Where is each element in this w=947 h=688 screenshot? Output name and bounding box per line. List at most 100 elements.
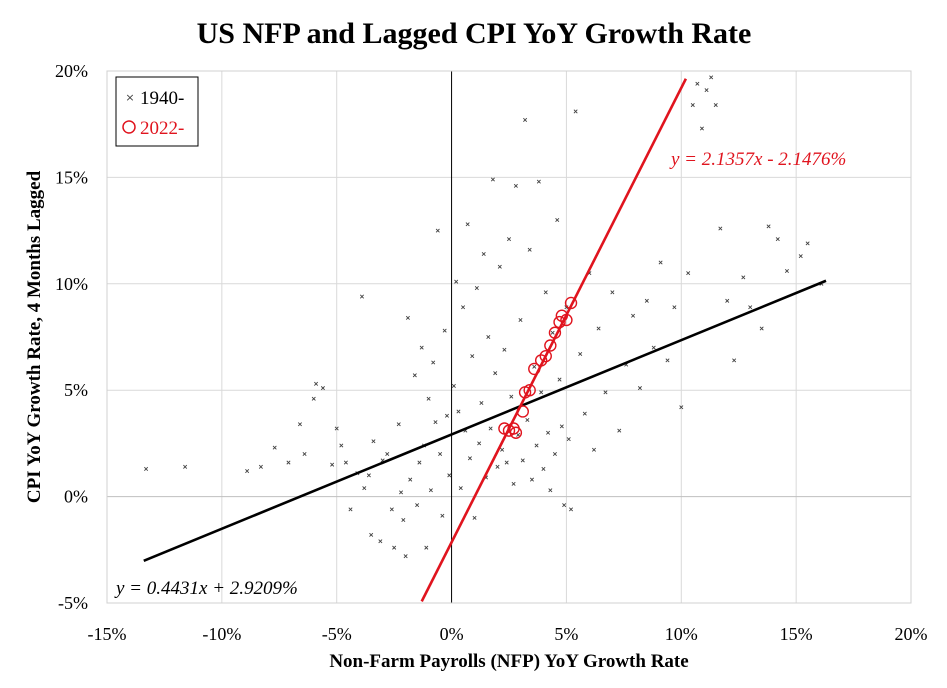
data-point-1940 xyxy=(472,515,477,520)
x-tick-label: 20% xyxy=(895,624,928,644)
y-tick-label: 15% xyxy=(55,167,88,187)
data-point-1940 xyxy=(431,360,436,365)
y-tick-labels: -5% 0% 5% 10% 15% 20% xyxy=(55,61,88,613)
data-point-1940 xyxy=(474,286,479,291)
data-point-1940 xyxy=(488,426,493,431)
data-point-1940 xyxy=(506,237,512,242)
data-point-1940 xyxy=(550,330,555,335)
y-tick-label: 20% xyxy=(55,61,88,81)
data-point-1940 xyxy=(539,390,544,395)
data-point-1940 xyxy=(798,254,803,259)
data-point-1940 xyxy=(658,260,663,265)
data-point-1940 xyxy=(518,317,523,322)
legend-label-1940: 1940- xyxy=(140,88,184,109)
data-point-1940 xyxy=(502,347,507,352)
data-point-1940 xyxy=(534,443,539,448)
data-point-1940 xyxy=(435,228,440,233)
data-point-1940 xyxy=(509,394,514,399)
data-point-1940 xyxy=(784,269,789,274)
data-point-2022 xyxy=(544,339,557,352)
data-point-1940 xyxy=(504,460,509,465)
x-tick-label: -15% xyxy=(88,624,127,644)
data-point-1940 xyxy=(718,226,723,231)
y-tick-label: 0% xyxy=(64,487,88,507)
data-point-1940 xyxy=(610,290,615,295)
data-point-1940 xyxy=(378,539,383,544)
trendlines xyxy=(143,78,827,602)
data-point-1940 xyxy=(465,222,470,227)
legend-box xyxy=(115,76,199,147)
data-point-1940 xyxy=(759,326,764,331)
data-point-1940 xyxy=(144,466,149,471)
data-point-1940 xyxy=(428,488,433,493)
data-point-1940 xyxy=(511,481,516,486)
data-point-2022 xyxy=(509,426,523,439)
data-point-1940 xyxy=(479,400,484,405)
data-point-1940 xyxy=(495,464,500,469)
data-point-1940 xyxy=(442,328,447,333)
y-tick-label: 10% xyxy=(55,274,88,294)
data-point-1940 xyxy=(516,432,521,437)
data-point-1940 xyxy=(408,477,413,482)
data-point-1940 xyxy=(500,447,505,452)
data-point-1940 xyxy=(582,411,587,416)
data-point-1940 xyxy=(690,103,695,108)
legend-label-2022: 2022- xyxy=(140,118,184,139)
data-point-1940 xyxy=(766,224,771,229)
data-point-1940 xyxy=(493,371,498,376)
data-point-1940 xyxy=(543,290,548,295)
data-point-1940 xyxy=(339,443,344,448)
data-point-1940 xyxy=(555,217,560,222)
data-point-1940 xyxy=(591,447,597,452)
legend: × 1940- 2022- xyxy=(115,76,199,147)
chart-title: US NFP and Lagged CPI YoY Growth Rate xyxy=(197,17,752,50)
data-point-1940 xyxy=(458,486,463,491)
data-point-1940 xyxy=(732,358,737,363)
data-point-2022 xyxy=(534,354,548,367)
series-1940-points xyxy=(144,75,824,559)
x-tick-labels: -15% -10% -5% 0% 5% 10% 15% 20% xyxy=(88,624,928,644)
data-point-1940 xyxy=(343,460,348,465)
data-point-1940 xyxy=(709,75,714,80)
data-point-1940 xyxy=(725,298,730,303)
plot-border xyxy=(106,70,912,604)
x-axis-title: Non-Farm Payrolls (NFP) YoY Growth Rate xyxy=(329,651,688,672)
data-point-2022 xyxy=(553,315,566,329)
x-tick-label: -10% xyxy=(202,624,241,644)
data-point-2022 xyxy=(523,384,536,397)
data-point-2022 xyxy=(516,405,529,418)
data-point-1940 xyxy=(564,305,569,310)
data-point-1940 xyxy=(566,437,571,442)
data-point-1940 xyxy=(362,486,367,491)
y-axis-title: CPI YoY Growth Rate, 4 Months Lagged xyxy=(24,170,45,503)
data-point-1940 xyxy=(467,456,472,461)
data-point-1940 xyxy=(403,554,408,559)
data-point-1940 xyxy=(651,345,656,350)
data-point-1940 xyxy=(695,81,700,86)
data-point-1940 xyxy=(529,477,534,482)
data-point-1940 xyxy=(596,326,601,331)
data-point-1940 xyxy=(405,315,410,320)
x-tick-label: -5% xyxy=(322,624,352,644)
y-tick-label: 5% xyxy=(64,380,88,400)
data-point-1940 xyxy=(532,364,537,369)
data-point-2022 xyxy=(548,326,562,339)
red-trendline-equation: y = 2.1357x - 2.1476% xyxy=(669,149,846,170)
data-point-2022 xyxy=(555,309,569,322)
data-point-1940 xyxy=(297,422,302,427)
data-point-1940 xyxy=(415,503,420,508)
data-point-1940 xyxy=(536,179,541,184)
data-point-1940 xyxy=(541,466,546,471)
data-point-1940 xyxy=(552,452,557,457)
data-point-1940 xyxy=(389,507,394,512)
data-point-2022 xyxy=(564,296,578,310)
data-point-1940 xyxy=(330,462,335,467)
legend-marker-2022 xyxy=(122,120,136,134)
data-point-1940 xyxy=(412,373,417,378)
data-point-1940 xyxy=(440,513,445,518)
data-point-1940 xyxy=(497,264,502,269)
data-point-1940 xyxy=(396,422,401,427)
data-point-1940 xyxy=(334,426,339,431)
data-point-1940 xyxy=(699,126,704,131)
data-point-1940 xyxy=(451,383,456,388)
